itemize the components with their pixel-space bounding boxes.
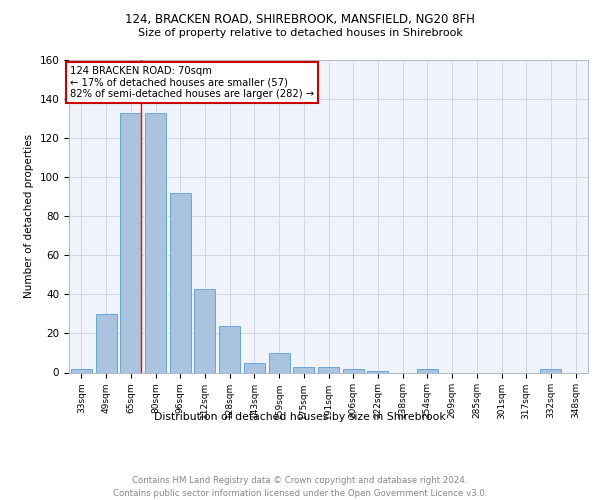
Bar — [71, 368, 92, 372]
Bar — [343, 368, 364, 372]
Y-axis label: Number of detached properties: Number of detached properties — [24, 134, 34, 298]
Bar — [244, 362, 265, 372]
Bar — [219, 326, 240, 372]
Bar — [269, 353, 290, 372]
Text: 124, BRACKEN ROAD, SHIREBROOK, MANSFIELD, NG20 8FH: 124, BRACKEN ROAD, SHIREBROOK, MANSFIELD… — [125, 12, 475, 26]
Bar — [417, 368, 438, 372]
Bar — [194, 288, 215, 372]
Bar — [145, 112, 166, 372]
Bar — [95, 314, 116, 372]
Bar — [170, 193, 191, 372]
Bar — [120, 112, 141, 372]
Bar — [367, 370, 388, 372]
Bar — [318, 366, 339, 372]
Text: Distribution of detached houses by size in Shirebrook: Distribution of detached houses by size … — [154, 412, 446, 422]
Text: Contains HM Land Registry data © Crown copyright and database right 2024.
Contai: Contains HM Land Registry data © Crown c… — [113, 476, 487, 498]
Bar — [293, 366, 314, 372]
Text: Size of property relative to detached houses in Shirebrook: Size of property relative to detached ho… — [137, 28, 463, 38]
Bar — [541, 368, 562, 372]
Text: 124 BRACKEN ROAD: 70sqm
← 17% of detached houses are smaller (57)
82% of semi-de: 124 BRACKEN ROAD: 70sqm ← 17% of detache… — [70, 66, 314, 99]
